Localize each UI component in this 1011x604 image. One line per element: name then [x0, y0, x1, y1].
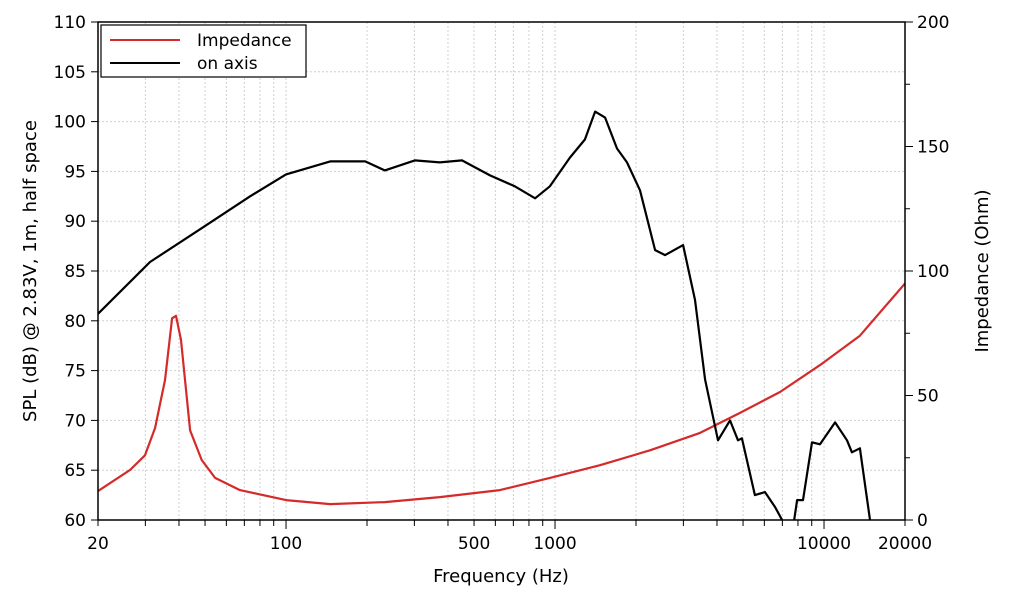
x-tick-label: 20000	[878, 534, 932, 554]
x-tick-label: 20	[87, 534, 109, 554]
grid	[98, 22, 905, 520]
y-tick-label: 60	[64, 511, 86, 531]
x-tick-label: 10000	[797, 534, 851, 554]
y2-tick-label: 200	[917, 13, 949, 33]
y-tick-label: 105	[54, 63, 86, 83]
y-axis-label: SPL (dB) @ 2.83V, 1m, half space	[20, 120, 41, 422]
x-tick-label: 100	[270, 534, 302, 554]
series-line-on-axis	[98, 110, 872, 520]
y-tick-label: 90	[64, 212, 86, 232]
y-tick-label: 70	[64, 411, 86, 431]
legend: Impedance on axis	[100, 24, 307, 78]
y-tick-label: 85	[64, 262, 86, 282]
y2-tick-label: 150	[917, 138, 949, 158]
legend-box	[100, 24, 307, 78]
y-tick-label: 110	[54, 13, 86, 33]
y-tick-label: 65	[64, 461, 86, 481]
x-tick-label: 500	[458, 534, 490, 554]
y2-tick-label: 100	[917, 262, 949, 282]
x-axis-label: Frequency (Hz)	[433, 566, 569, 587]
series-line-impedance	[98, 282, 905, 506]
curves	[98, 110, 905, 520]
x-tick-label: 1000	[533, 534, 576, 554]
y-tick-label: 95	[64, 162, 86, 182]
y-tick-label: 80	[64, 312, 86, 332]
legend-label-on-axis: on axis	[197, 54, 258, 74]
y-tick-label: 100	[54, 113, 86, 133]
legend-label-impedance: Impedance	[197, 31, 292, 51]
y2-tick-label: 0	[917, 511, 928, 531]
y2-axis-label: Impedance (Ohm)	[972, 189, 993, 352]
ticks: 60 65 70 75 80 85 90 95 100 105 110 0 50 100 150 200 20 1…	[54, 13, 950, 554]
y-tick-label: 75	[64, 362, 86, 382]
y2-tick-label: 50	[917, 387, 939, 407]
